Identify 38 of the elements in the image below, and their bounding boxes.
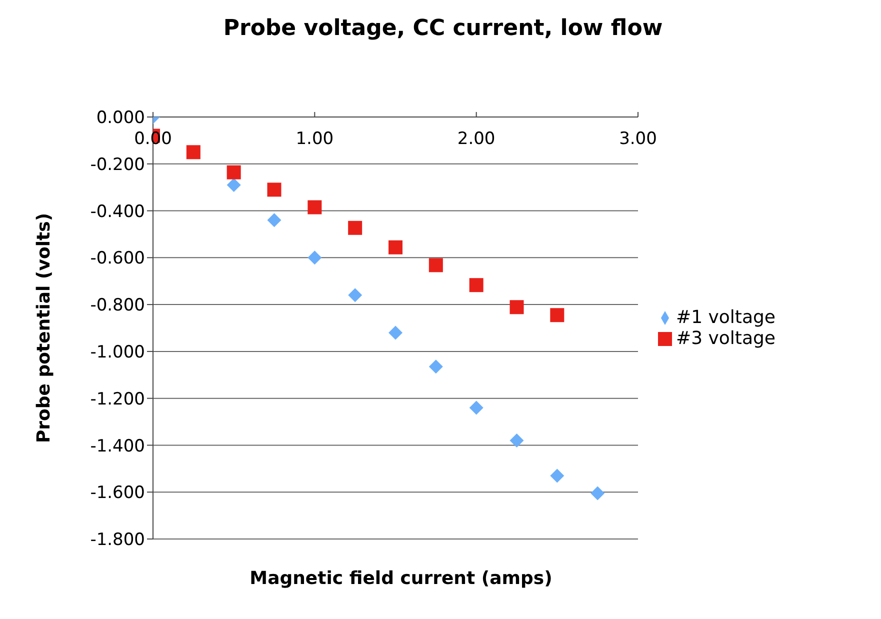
y-tick-label: -1.600 xyxy=(90,483,145,504)
point xyxy=(267,213,282,228)
y-tick-label: -1.000 xyxy=(90,342,145,362)
point xyxy=(388,240,402,254)
y-tick-label: -1.200 xyxy=(90,389,145,410)
point xyxy=(590,486,605,500)
point xyxy=(267,182,282,197)
point xyxy=(469,400,484,415)
y-tick-label: -0.800 xyxy=(90,296,145,316)
point xyxy=(308,250,322,265)
point xyxy=(348,288,362,302)
legend-label: #3 voltage xyxy=(676,328,776,349)
x-axis-title: Magnetic field current (amps) xyxy=(248,568,554,589)
point xyxy=(428,258,443,272)
point xyxy=(226,178,241,192)
y-tick-label: -0.600 xyxy=(90,248,145,269)
y-tick-label: -0.200 xyxy=(90,154,145,175)
x-tick-label: 1.00 xyxy=(296,129,334,149)
point xyxy=(186,145,200,160)
point xyxy=(510,434,524,448)
y-tick-label: -1.400 xyxy=(90,436,145,456)
point xyxy=(428,360,443,374)
point xyxy=(469,278,484,292)
point xyxy=(550,308,564,322)
point xyxy=(226,165,241,180)
point xyxy=(550,468,564,483)
y-axis-title: Probe potential (volts) xyxy=(33,212,54,444)
y-tick-label: -0.400 xyxy=(90,202,145,222)
point xyxy=(388,326,402,340)
x-tick-label: 2.00 xyxy=(457,129,496,149)
y-tick-label: 0.000 xyxy=(96,108,145,128)
chart-title: Probe voltage, CC current, low flow xyxy=(222,15,664,43)
x-tick-label: 3.00 xyxy=(619,129,657,149)
point xyxy=(308,200,322,214)
point xyxy=(510,300,524,314)
legend-label: #1 voltage xyxy=(676,307,776,328)
y-tick-label: -1.800 xyxy=(90,530,145,550)
point xyxy=(348,220,362,235)
